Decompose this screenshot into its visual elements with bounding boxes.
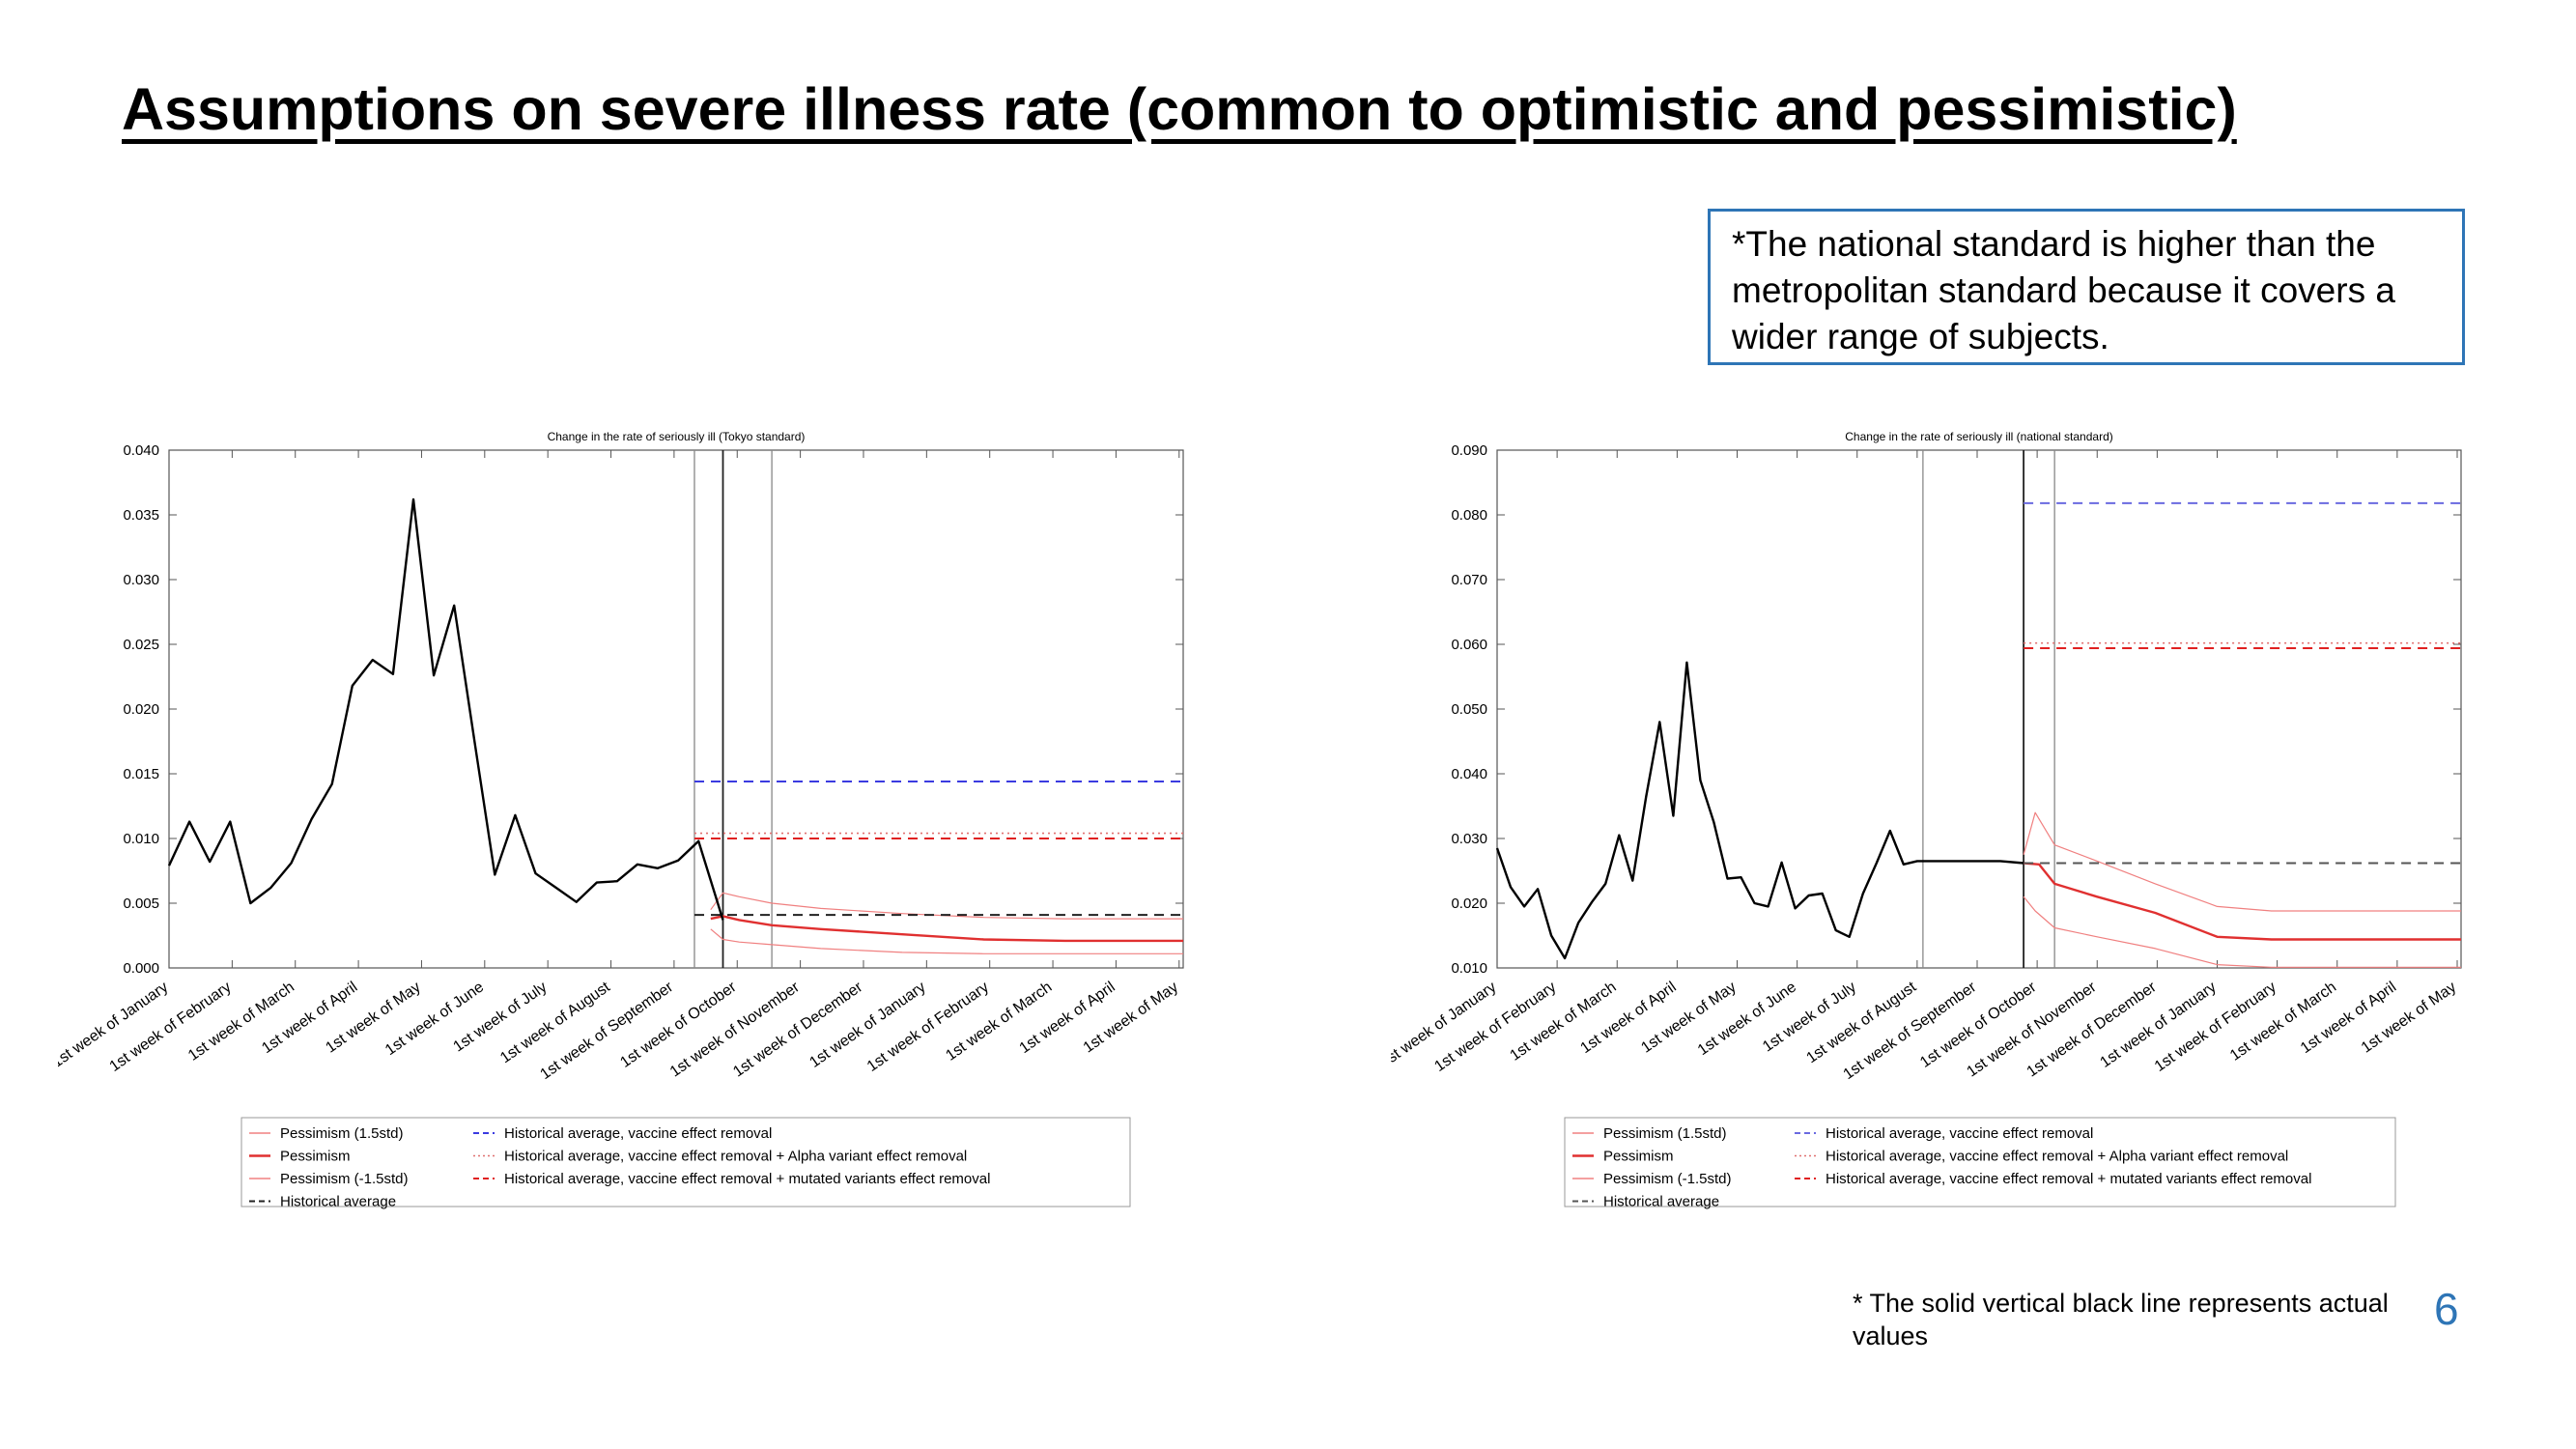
chart1-series-line-1 <box>2024 862 2461 941</box>
chart0-legend-label: Pessimism (-1.5std) <box>280 1171 409 1187</box>
chart1-title: Change in the rate of seriously ill (nat… <box>1845 430 2113 443</box>
chart1-ytick-label: 0.060 <box>1451 637 1487 653</box>
chart0-ytick-label: 0.020 <box>123 701 159 718</box>
chart0-plot-frame <box>168 449 1184 969</box>
chart0-xtick-label: 1st week of January <box>807 979 928 1071</box>
chart1-ytick-label: 0.030 <box>1451 831 1487 847</box>
footnote: * The solid vertical black line represen… <box>1853 1289 2389 1350</box>
chart0-ytick-label: 0.000 <box>123 960 159 977</box>
chart0-xtick-label: 1st week of March <box>943 979 1055 1064</box>
chart1-legend-label: Historical average, vaccine effect remov… <box>1826 1171 2311 1187</box>
chart1-legend-label: Historical average, vaccine effect remov… <box>1826 1149 2288 1165</box>
chart1-ytick-label: 0.080 <box>1451 507 1487 524</box>
chart1-legend-label: Historical average, vaccine effect remov… <box>1826 1125 2093 1142</box>
slide-title: Assumptions on severe illness rate (comm… <box>122 76 2237 142</box>
chart1-legend-label: Pessimism (-1.5std) <box>1603 1171 1732 1187</box>
chart0-series-line-0 <box>710 892 1183 920</box>
chart1-series-line-7 <box>1495 661 2024 960</box>
chart0-xtick-label: 1st week of August <box>497 979 613 1066</box>
chart1-series-line-0 <box>2023 811 2461 912</box>
chart1-ytick-label: 0.010 <box>1451 960 1487 977</box>
chart0-xtick-label: 1st week of February <box>864 979 992 1075</box>
chart0-ytick-label: 0.010 <box>123 831 159 847</box>
chart1-ytick-label: 0.070 <box>1451 572 1487 588</box>
chart0-ytick-label: 0.040 <box>123 442 159 459</box>
chart0-ytick-label: 0.015 <box>123 766 159 782</box>
chart0-xtick-label: 1st week of February <box>107 979 235 1075</box>
chart0-title: Change in the rate of seriously ill (Tok… <box>548 430 806 443</box>
chart1-ytick-label: 0.050 <box>1451 701 1487 718</box>
chart1-ytick-label: 0.090 <box>1451 442 1487 459</box>
chart0-xtick-label: 1st week of October <box>617 979 740 1071</box>
chart1-xtick-label: 1st week of March <box>1507 979 1619 1064</box>
chart0-legend-label: Pessimism (1.5std) <box>280 1125 404 1142</box>
chart0-series-line-2 <box>710 928 1183 954</box>
chart1-ytick-label: 0.020 <box>1451 895 1487 912</box>
chart1-xtick-label: 1st week of June <box>1695 979 1799 1059</box>
chart0-legend-label: Historical average, vaccine effect remov… <box>504 1125 772 1142</box>
chart0-legend-label: Pessimism <box>280 1149 351 1165</box>
chart-tokyo: Change in the rate of seriously ill (Tok… <box>58 430 1184 1210</box>
chart0-ytick-label: 0.025 <box>123 637 159 653</box>
chart1-xtick-label: 1st week of March <box>2227 979 2339 1064</box>
chart0-ytick-label: 0.030 <box>123 572 159 588</box>
chart0-ytick-label: 0.005 <box>123 895 159 912</box>
chart1-legend-label: Historical average <box>1603 1194 1719 1210</box>
chart1-legend-label: Pessimism <box>1603 1149 1674 1165</box>
chart-national: Change in the rate of seriously ill (nat… <box>1391 430 2462 1210</box>
chart0-legend <box>241 1117 1131 1208</box>
note-box: *The national standard is higher than th… <box>1708 209 2465 365</box>
chart0-series-line-1 <box>710 915 1183 943</box>
chart1-legend-label: Pessimism (1.5std) <box>1603 1125 1727 1142</box>
chart1-plot-frame <box>1496 449 2462 969</box>
chart0-ytick-label: 0.035 <box>123 507 159 524</box>
page-number: 6 <box>2434 1284 2459 1334</box>
chart0-xtick-label: 1st week of March <box>185 979 297 1064</box>
chart0-legend-label: Historical average, vaccine effect remov… <box>504 1171 990 1187</box>
chart1-legend <box>1564 1117 2396 1208</box>
chart0-series-line-7 <box>167 497 724 921</box>
chart1-series-line-2 <box>2023 895 2461 968</box>
chart1-ytick-label: 0.040 <box>1451 766 1487 782</box>
chart0-legend-label: Historical average, vaccine effect remov… <box>504 1149 967 1165</box>
chart0-legend-label: Historical average <box>280 1194 396 1210</box>
